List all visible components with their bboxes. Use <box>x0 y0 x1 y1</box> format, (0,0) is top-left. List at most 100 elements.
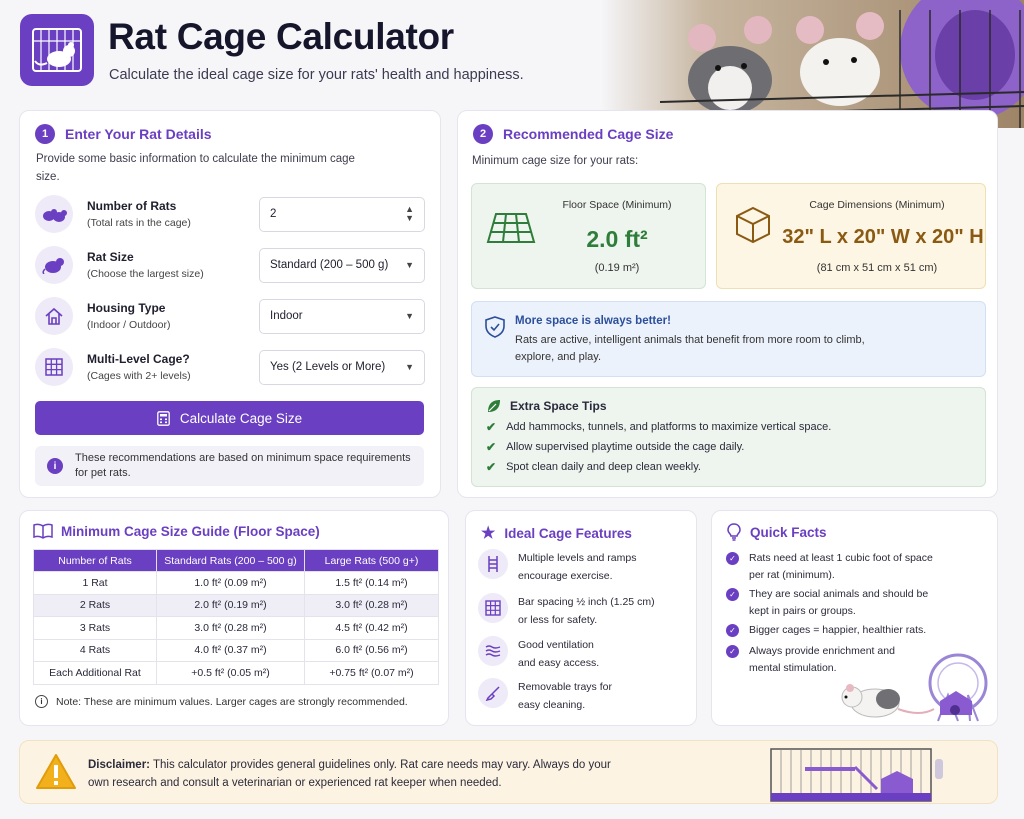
fact-text: per rat (minimum). <box>749 569 835 581</box>
bars-icon <box>478 593 508 623</box>
guide-title: Minimum Cage Size Guide (Floor Space) <box>61 523 320 539</box>
fact-text: Bigger cages = happier, healthier rats. <box>749 624 927 636</box>
fact-text: kept in pairs or groups. <box>749 605 856 617</box>
tip-text: Allow supervised playtime outside the ca… <box>506 441 745 453</box>
quick-facts-card: Quick Facts ✓ Rats need at least 1 cubic … <box>711 510 998 726</box>
feature-text: or less for safety. <box>518 614 598 626</box>
feature-text: easy cleaning. <box>518 699 586 711</box>
multi-level-select[interactable]: Yes (2 Levels or More) ▼ <box>259 349 425 385</box>
tip-item: ✔ Spot clean daily and deep clean weekly. <box>486 460 971 474</box>
table-cell: 4.5 ft² (0.42 m²) <box>304 616 439 640</box>
multi-level-value: Yes (2 Levels or More) <box>270 361 386 373</box>
field-label: Rat Size <box>87 250 134 264</box>
floor-space-box: Floor Space (Minimum) 2.0 ft² (0.19 m²) <box>471 183 706 289</box>
recommended-card: 2 Recommended Cage Size Minimum cage siz… <box>457 110 998 498</box>
page-subtitle: Calculate the ideal cage size for your r… <box>109 67 524 83</box>
feature-text: Multiple levels and ramps <box>518 552 637 564</box>
feature-text: Bar spacing ½ inch (1.25 cm) <box>518 596 655 608</box>
feature-item: Bar spacing ½ inch (1.25 cm) or less for … <box>478 593 655 629</box>
table-cell: 4.0 ft² (0.37 m²) <box>156 638 305 662</box>
guide-note: i Note: These are minimum values. Larger… <box>35 695 408 708</box>
dimensions-value: 32" L x 20" W x 20" H <box>782 226 984 248</box>
details-title: Enter Your Rat Details <box>65 126 212 142</box>
rat-cage-logo-icon <box>32 28 82 72</box>
grid-icon <box>35 348 73 386</box>
cage-illustration <box>770 748 943 802</box>
check-icon: ✓ <box>726 588 739 601</box>
table-cell: +0.75 ft² (0.07 m²) <box>304 661 439 685</box>
guide-table: Number of Rats Standard Rats (200 – 500 g… <box>33 549 439 685</box>
disclaimer-text: Disclaimer: This calculator provides gen… <box>88 756 611 792</box>
fact-item: ✓ Rats need at least 1 cubic foot of spac… <box>726 550 933 584</box>
features-heading: ★ Ideal Cage Features <box>481 523 632 543</box>
rats-count-input[interactable]: 2 ▲ ▼ <box>259 196 425 232</box>
guide-heading: Minimum Cage Size Guide (Floor Space) <box>33 523 320 539</box>
floor-space-label: Floor Space (Minimum) <box>562 199 672 211</box>
check-icon: ✔ <box>486 460 497 474</box>
book-icon <box>33 523 53 539</box>
box-3d-icon <box>736 206 770 244</box>
features-card: ★ Ideal Cage Features Multiple levels an… <box>465 510 697 726</box>
app-logo <box>20 14 94 86</box>
rat-size-select[interactable]: Standard (200 – 500 g) ▼ <box>259 247 425 283</box>
fact-text: mental stimulation. <box>749 662 837 674</box>
warning-icon <box>36 754 76 789</box>
table-cell: 3.0 ft² (0.28 m²) <box>156 616 305 640</box>
details-note: i These recommendations are based on min… <box>35 446 424 486</box>
calculate-button[interactable]: Calculate Cage Size <box>35 401 424 435</box>
fact-item: ✓ They are social animals and should be ke… <box>726 586 928 620</box>
feature-text: encourage exercise. <box>518 570 613 582</box>
rat-details-card: 1 Enter Your Rat Details Provide some ba… <box>19 110 441 498</box>
check-icon: ✓ <box>726 624 739 637</box>
rat-icon <box>35 246 73 284</box>
feature-text: and easy access. <box>518 657 600 669</box>
table-row: 1 Rat 1.0 ft² (0.09 m²) 1.5 ft² (0.14 m²) <box>33 571 439 595</box>
tip-text: Add hammocks, tunnels, and platforms to … <box>506 421 832 433</box>
info-text: Rats are active, intelligent animals tha… <box>515 334 865 363</box>
details-note-text: These recommendations are based on minim… <box>75 452 411 479</box>
field-label: Multi-Level Cage? <box>87 352 190 366</box>
lightbulb-icon <box>727 523 741 541</box>
details-description: Provide some basic information to calcul… <box>36 153 355 183</box>
check-icon: ✔ <box>486 440 497 454</box>
housing-type-value: Indoor <box>270 310 303 322</box>
floor-space-value: 2.0 ft² <box>586 226 648 252</box>
step-badge: 1 <box>35 124 55 144</box>
table-cell: 1 Rat <box>33 571 157 595</box>
table-cell: 1.0 ft² (0.09 m²) <box>156 571 305 595</box>
facts-heading: Quick Facts <box>727 523 827 541</box>
tips-heading: Extra Space Tips <box>486 398 971 414</box>
calculate-button-label: Calculate Cage Size <box>179 410 303 426</box>
dimensions-metric: (81 cm x 51 cm x 51 cm) <box>816 262 938 274</box>
ladder-icon <box>478 549 508 579</box>
rats-icon <box>35 195 73 233</box>
table-row: Each Additional Rat +0.5 ft² (0.05 m²) +0.… <box>33 661 439 685</box>
field-housing-type: Housing Type (Indoor / Outdoor) Indoor ▼ <box>35 296 425 336</box>
field-rat-size: Rat Size (Choose the largest size) Standa… <box>35 245 425 285</box>
feature-text: Removable trays for <box>518 681 612 693</box>
details-heading: 1 Enter Your Rat Details <box>35 124 212 144</box>
table-header: Number of Rats <box>33 549 157 572</box>
feature-item: Removable trays for easy cleaning. <box>478 678 612 714</box>
tips-title: Extra Space Tips <box>510 399 607 413</box>
check-icon: ✓ <box>726 645 739 658</box>
field-hint: (Cages with 2+ levels) <box>87 370 191 382</box>
floor-grid-icon <box>486 213 536 243</box>
feature-text: Good ventilation <box>518 639 594 651</box>
feature-item: Multiple levels and ramps encourage exerc… <box>478 549 636 585</box>
table-header: Standard Rats (200 – 500 g) <box>156 549 305 572</box>
fact-item: ✓ Always provide enrichment and mental sti… <box>726 643 895 677</box>
table-cell: 3.0 ft² (0.28 m²) <box>304 593 439 617</box>
tip-item: ✔ Add hammocks, tunnels, and platforms to… <box>486 420 971 434</box>
rats-count-value: 2 <box>270 208 277 220</box>
features-title: Ideal Cage Features <box>504 525 632 541</box>
stepper-icon[interactable]: ▲ ▼ <box>405 204 414 223</box>
table-cell: Each Additional Rat <box>33 661 157 685</box>
table-row: 3 Rats 3.0 ft² (0.28 m²) 4.5 ft² (0.42 m²) <box>33 616 439 640</box>
chevron-down-icon: ▼ <box>405 260 414 270</box>
disclaimer-label: Disclaimer: <box>88 759 151 771</box>
table-cell: 3 Rats <box>33 616 157 640</box>
house-icon <box>35 297 73 335</box>
shield-check-icon <box>485 316 505 338</box>
housing-type-select[interactable]: Indoor ▼ <box>259 298 425 334</box>
